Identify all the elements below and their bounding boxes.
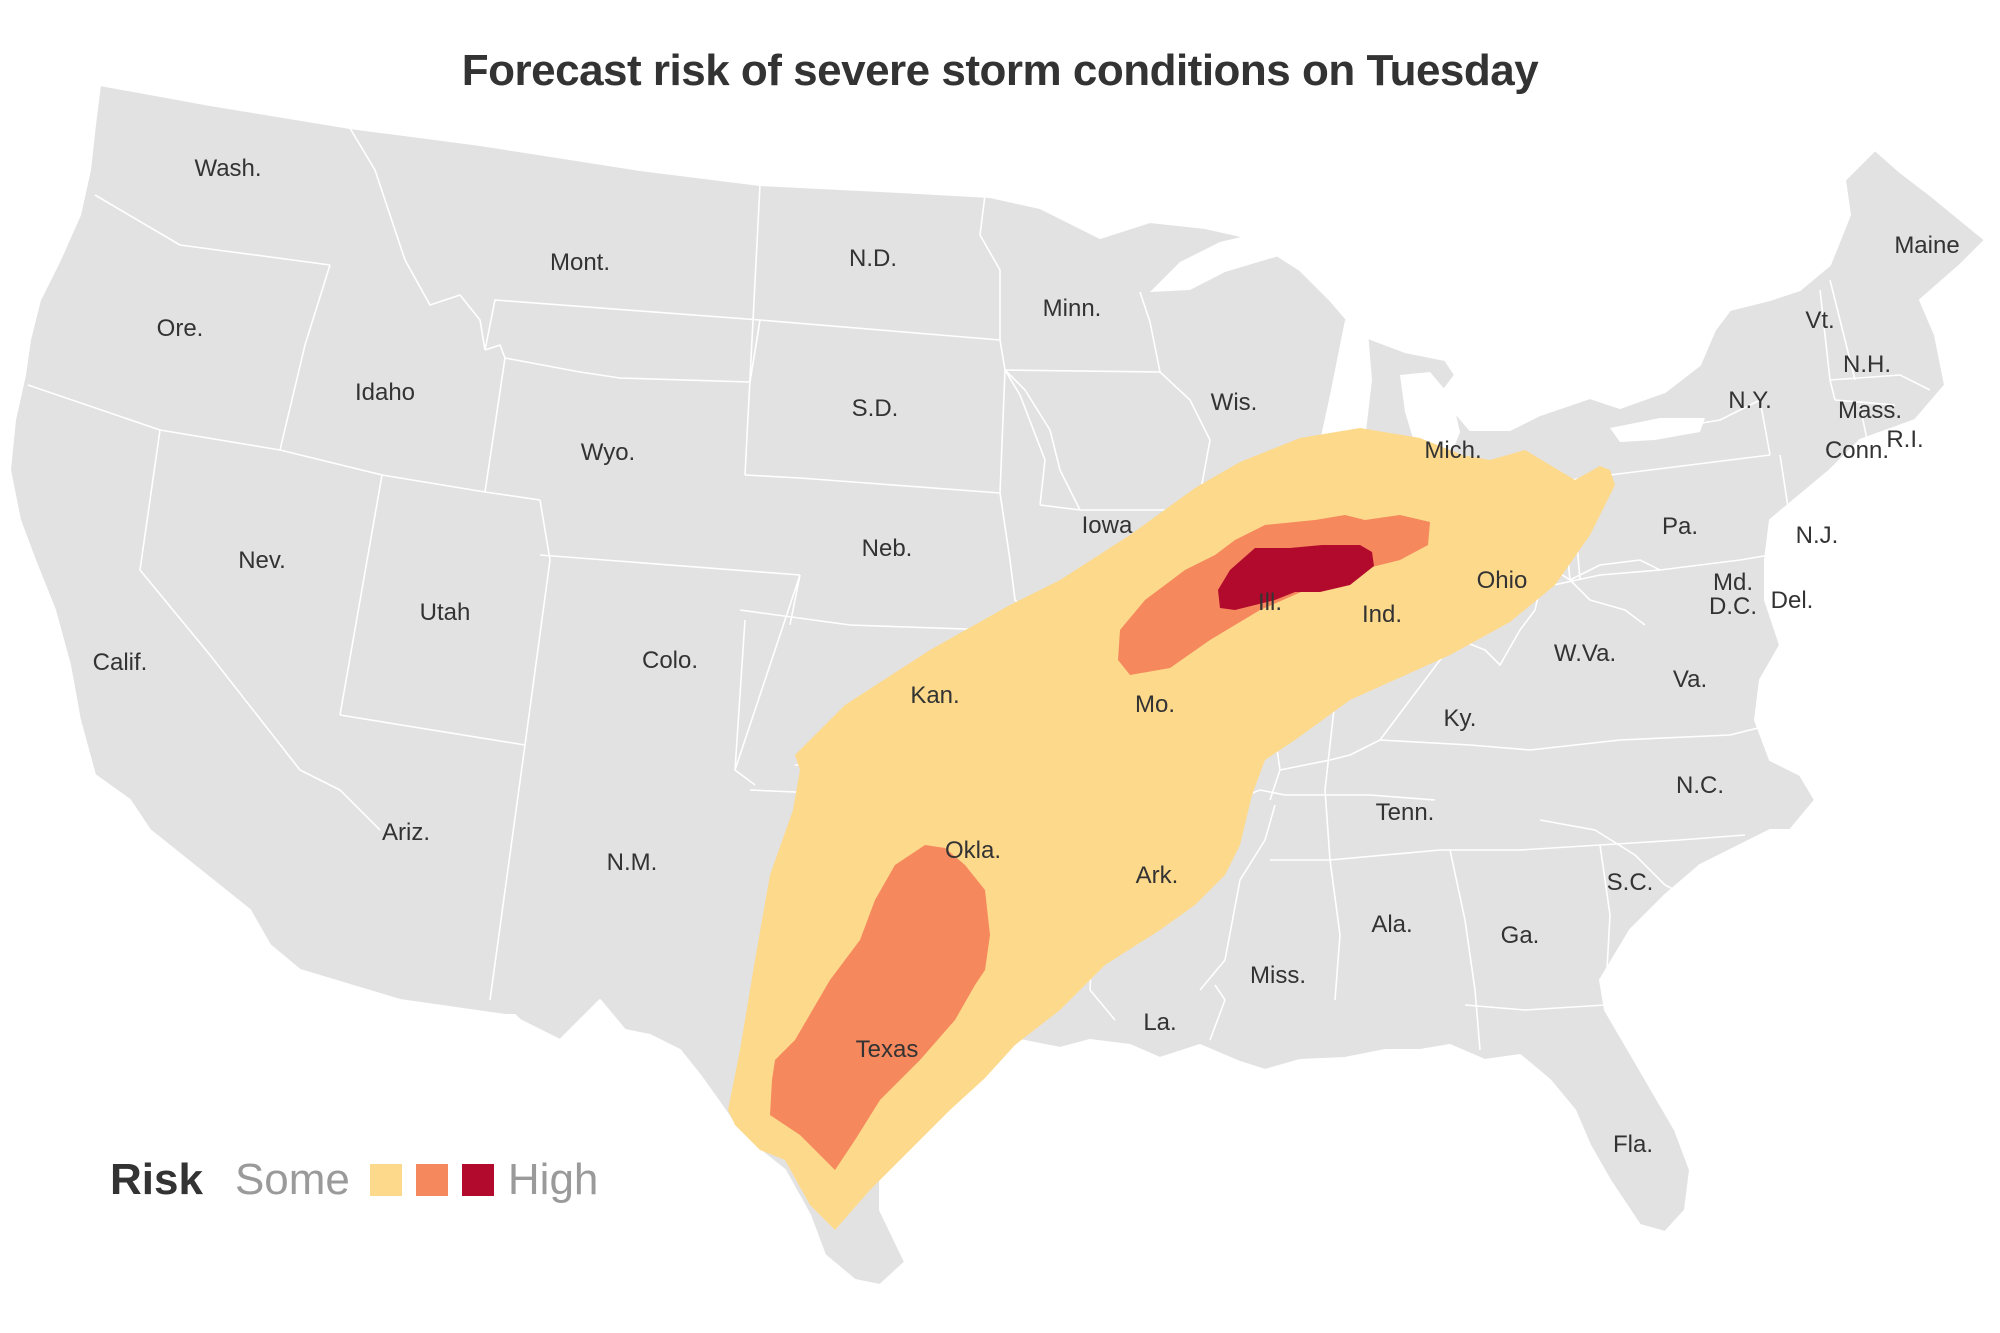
state-label-kan: Kan.	[910, 682, 959, 709]
state-label-wva: W.Va.	[1554, 640, 1616, 667]
state-label-ky: Ky.	[1444, 705, 1477, 732]
state-label-sc: S.C.	[1607, 869, 1654, 896]
state-label-wyo: Wyo.	[581, 439, 635, 466]
state-label-ri: R.I.	[1886, 426, 1923, 453]
state-label-mich: Mich.	[1424, 437, 1481, 464]
state-label-mo: Mo.	[1135, 691, 1175, 718]
risk-zone-some	[728, 428, 1615, 1230]
state-label-va: Va.	[1673, 666, 1707, 693]
state-label-nm: N.M.	[607, 849, 658, 876]
state-label-nh: N.H.	[1843, 351, 1891, 378]
state-label-texas: Texas	[856, 1036, 919, 1063]
legend-swatch-some	[369, 1164, 402, 1196]
state-label-wash: Wash.	[194, 155, 261, 182]
state-label-neb: Neb.	[862, 535, 913, 562]
state-labels: Wash. Ore. Calif. Idaho Nev. Mont. Wyo. …	[93, 155, 1960, 1158]
state-label-ohio: Ohio	[1477, 567, 1528, 594]
state-label-calif: Calif.	[93, 649, 148, 676]
map-title: Forecast risk of severe storm conditions…	[461, 46, 1539, 95]
state-label-conn: Conn.	[1825, 437, 1889, 464]
state-label-utah: Utah	[420, 599, 471, 626]
state-label-dc: D.C.	[1709, 593, 1757, 620]
state-label-miss: Miss.	[1250, 962, 1306, 989]
state-label-ore: Ore.	[157, 315, 204, 342]
state-label-iowa: Iowa	[1082, 512, 1133, 539]
state-label-tenn: Tenn.	[1376, 799, 1435, 826]
state-label-mont: Mont.	[550, 249, 610, 276]
state-label-la: La.	[1143, 1009, 1176, 1036]
state-label-vt: Vt.	[1805, 307, 1834, 334]
state-label-ala: Ala.	[1371, 911, 1412, 938]
state-label-md: Md.	[1713, 569, 1753, 596]
state-label-nd: N.D.	[849, 245, 897, 272]
legend-low-label: Some	[234, 1155, 350, 1204]
state-label-mass: Mass.	[1838, 397, 1902, 424]
state-label-idaho: Idaho	[355, 379, 415, 406]
state-label-fla: Fla.	[1613, 1131, 1653, 1158]
legend-swatch-high	[461, 1164, 494, 1196]
state-label-maine: Maine	[1894, 232, 1959, 259]
legend-high-label: High	[507, 1155, 599, 1204]
state-label-wis: Wis.	[1211, 389, 1258, 416]
lake-superior	[1150, 232, 1300, 292]
risk-legend: Risk Some High	[110, 1152, 598, 1208]
state-label-minn: Minn.	[1043, 295, 1102, 322]
state-label-ill: Ill.	[1258, 589, 1282, 616]
state-label-nj: N.J.	[1796, 522, 1839, 549]
state-label-del: Del.	[1771, 587, 1814, 614]
legend-swatch-mid	[415, 1164, 448, 1196]
legend-title: Risk	[110, 1155, 203, 1204]
state-label-nev: Nev.	[238, 547, 286, 574]
state-label-ny: N.Y.	[1728, 387, 1772, 414]
state-label-okla: Okla.	[945, 837, 1001, 864]
state-label-ind: Ind.	[1362, 601, 1402, 628]
risk-zone-high	[1218, 545, 1374, 610]
state-label-ark: Ark.	[1136, 862, 1179, 889]
state-label-ga: Ga.	[1501, 922, 1540, 949]
state-label-pa: Pa.	[1662, 513, 1698, 540]
state-label-sd: S.D.	[852, 395, 899, 422]
lake-ontario	[1610, 418, 1705, 442]
state-label-colo: Colo.	[642, 647, 698, 674]
risk-zone-mid-south	[770, 845, 990, 1170]
state-label-ariz: Ariz.	[382, 819, 430, 846]
state-label-nc: N.C.	[1676, 772, 1724, 799]
